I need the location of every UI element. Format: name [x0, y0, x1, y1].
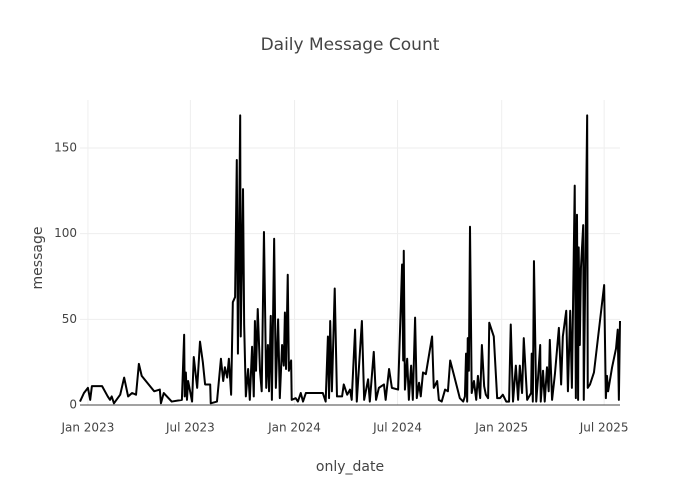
chart-title: Daily Message Count	[261, 35, 440, 55]
x-axis-title: only_date	[316, 459, 384, 475]
y-tick-label: 100	[54, 226, 77, 240]
y-axis-title: message	[30, 227, 46, 290]
y-tick-label: 150	[54, 140, 77, 154]
y-tick-label: 50	[62, 312, 77, 326]
x-tick-label: Jan 2025	[474, 421, 528, 435]
x-tick-label: Jan 2023	[60, 421, 114, 435]
data-line	[79, 114, 621, 405]
x-tick-label: Jul 2025	[579, 421, 629, 435]
x-tick-label: Jan 2024	[267, 421, 321, 435]
y-tick-label: 0	[69, 398, 77, 412]
x-tick-label: Jul 2023	[165, 421, 215, 435]
x-tick-label: Jul 2024	[372, 421, 422, 435]
